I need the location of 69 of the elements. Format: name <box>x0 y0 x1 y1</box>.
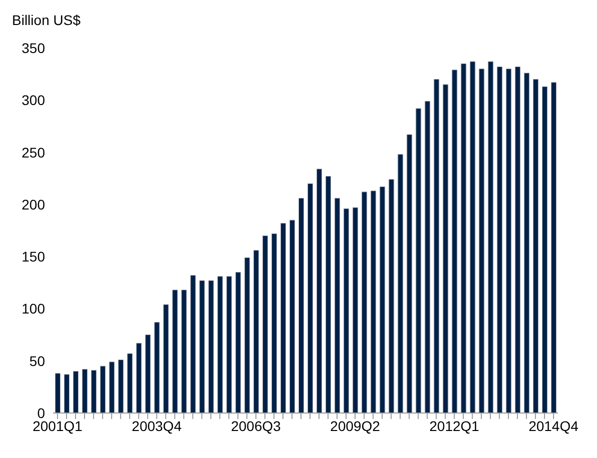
bar <box>362 192 368 413</box>
y-tick-label: 150 <box>22 248 46 265</box>
y-tick-label: 350 <box>22 40 46 56</box>
y-tick-label: 250 <box>22 144 46 160</box>
bar <box>388 179 394 413</box>
bar <box>109 362 115 413</box>
bar <box>199 280 205 413</box>
bar <box>326 176 332 413</box>
bar <box>532 79 538 413</box>
bar <box>478 68 484 413</box>
bar <box>488 61 494 413</box>
x-tick-label: 2012Q1 <box>429 418 480 434</box>
bar <box>542 86 548 413</box>
bar <box>434 79 440 413</box>
bar <box>91 370 97 413</box>
bar <box>452 70 458 413</box>
bar <box>100 366 106 413</box>
bar <box>496 66 502 413</box>
bar <box>470 61 476 413</box>
bar <box>424 100 430 413</box>
bar <box>136 342 142 413</box>
bar <box>55 373 61 413</box>
x-tick-label: 2014Q4 <box>528 418 579 434</box>
bar <box>416 108 422 413</box>
y-tick-label: 300 <box>22 92 46 108</box>
y-tick-label: 100 <box>22 300 46 317</box>
bar <box>82 368 88 413</box>
bar <box>217 276 223 413</box>
bar <box>253 250 259 413</box>
bar <box>460 63 466 413</box>
bar <box>235 272 241 413</box>
x-tick-label: 2003Q4 <box>132 418 182 434</box>
bar <box>550 82 556 413</box>
bar <box>226 276 232 413</box>
bar <box>344 208 350 413</box>
bar <box>514 66 520 413</box>
y-tick-label: 50 <box>29 352 46 369</box>
bar <box>127 353 133 413</box>
x-tick-label: 2009Q2 <box>330 418 380 434</box>
bar <box>352 207 358 413</box>
bar <box>524 72 530 413</box>
bar <box>163 304 169 413</box>
bar <box>271 233 277 413</box>
bar <box>380 186 386 413</box>
bar <box>154 322 160 413</box>
y-tick-label: 200 <box>22 196 46 212</box>
bar <box>190 275 196 413</box>
bar <box>370 190 376 413</box>
bar <box>334 198 340 413</box>
x-tick-label: 2006Q3 <box>230 418 282 434</box>
bar <box>244 257 250 413</box>
bar <box>172 290 178 413</box>
bar <box>64 374 70 413</box>
bar <box>208 280 214 413</box>
bar <box>280 222 286 413</box>
bar <box>118 360 124 413</box>
bar <box>316 168 322 413</box>
bar <box>145 334 151 413</box>
bar <box>289 220 295 413</box>
bar <box>442 84 448 413</box>
bar <box>398 154 404 413</box>
bar <box>73 371 79 413</box>
bar <box>181 290 187 413</box>
bar <box>406 134 412 413</box>
bar <box>262 235 268 413</box>
y-axis-title: Billion US$ <box>12 12 80 28</box>
bar <box>298 198 304 413</box>
bar <box>308 183 314 413</box>
bar <box>506 68 512 413</box>
